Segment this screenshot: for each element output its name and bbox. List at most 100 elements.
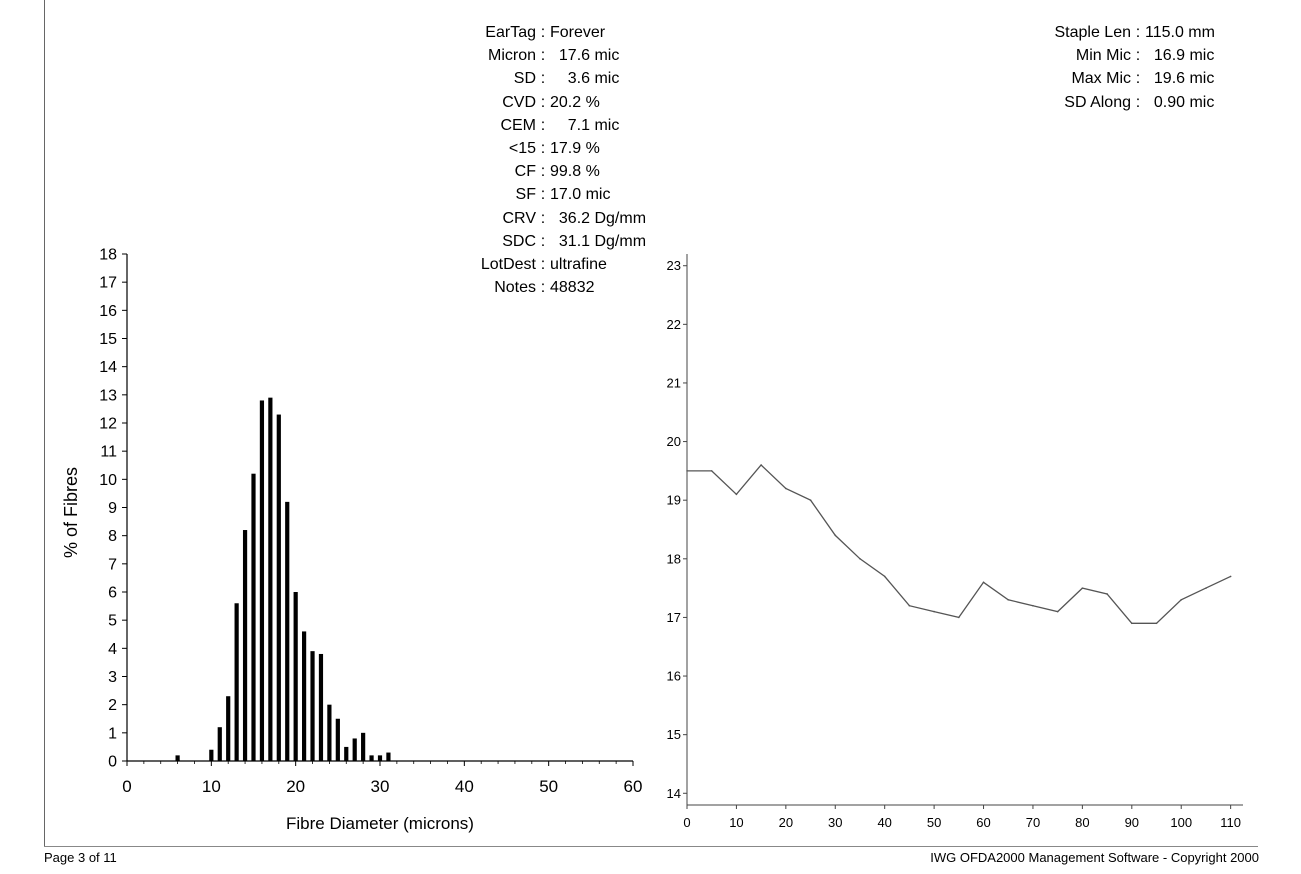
x-tick-label: 20: [779, 815, 793, 830]
y-tick-label: 18: [667, 551, 681, 566]
profile-point: [1007, 599, 1010, 601]
histogram-bar: [276, 414, 281, 761]
y-tick-label: 7: [108, 556, 117, 573]
x-tick-label: 10: [729, 815, 743, 830]
histogram-bar: [175, 755, 180, 761]
histogram-bar: [369, 755, 374, 761]
y-tick-label: 6: [108, 585, 117, 602]
y-tick-label: 16: [99, 303, 117, 320]
histogram-bar: [285, 501, 290, 761]
stat-label: CRV: [502, 209, 537, 227]
histogram-bar: [209, 749, 214, 761]
histogram-bar: [361, 732, 366, 761]
stat-separator: :: [540, 140, 546, 158]
y-tick-label: 22: [667, 317, 681, 332]
y-tick-label: 10: [99, 472, 117, 489]
staple-stat-value: 16.9 mic: [1145, 47, 1215, 65]
stat-value: 48832: [550, 279, 595, 297]
x-tick-label: 110: [1220, 815, 1241, 830]
y-tick-label: 19: [667, 493, 681, 508]
x-tick-label: 60: [624, 777, 643, 796]
staple-stat-separator: :: [1135, 24, 1141, 41]
stat-separator: :: [540, 232, 546, 250]
stat-value: 31.1 Dg/mm: [550, 232, 647, 250]
profile-point: [1106, 593, 1108, 595]
y-tick-label: 2: [108, 697, 117, 714]
y-tick-label: 23: [667, 258, 681, 273]
x-tick-label: 30: [828, 815, 842, 830]
stat-value: Forever: [550, 24, 606, 41]
x-tick-label: 80: [1075, 815, 1089, 830]
stat-label: Micron: [487, 47, 536, 65]
y-tick-label: 21: [667, 375, 681, 390]
staple-stat-label: Min Mic: [1075, 47, 1131, 65]
stat-value: 17.9 %: [550, 140, 600, 158]
x-tick-label: 100: [1170, 815, 1192, 830]
staple-stat-separator: :: [1135, 47, 1141, 65]
profile-point: [785, 487, 787, 490]
profile-point: [933, 610, 935, 613]
stat-value: 17.6 mic: [550, 47, 620, 65]
stat-value: ultrafine: [550, 256, 607, 274]
stat-separator: :: [540, 256, 546, 274]
histogram-bar: [217, 727, 222, 761]
x-tick-label: 60: [976, 815, 990, 830]
y-tick-label: 9: [108, 500, 117, 517]
y-tick-label: 14: [667, 786, 681, 801]
histogram-bar: [302, 631, 307, 761]
y-tick-label: 15: [667, 727, 681, 742]
x-tick-label: 90: [1125, 815, 1139, 830]
stat-label: LotDest: [480, 256, 536, 274]
y-tick-label: 12: [99, 416, 117, 433]
stat-row: Notes:48832: [392, 276, 646, 299]
copyright-notice: IWG OFDA2000 Management Software - Copyr…: [930, 850, 1259, 865]
y-tick-label: 17: [99, 275, 117, 292]
x-axis-title: Fibre Diameter (microns): [286, 814, 474, 833]
stat-label: <15: [508, 140, 536, 158]
stat-separator: :: [540, 47, 546, 65]
staple-stat-separator: :: [1135, 70, 1141, 88]
profile-point: [1032, 604, 1034, 607]
stat-label: SDC: [502, 232, 536, 250]
stat-value: 7.1 mic: [550, 116, 620, 134]
staple-stat-value: 19.6 mic: [1145, 70, 1215, 88]
stat-row: SF:17.0 mic: [392, 183, 646, 206]
x-tick-label: 0: [122, 777, 131, 796]
profile-point: [982, 581, 985, 584]
stat-separator: :: [540, 279, 546, 297]
histogram-bar: [251, 473, 256, 761]
x-tick-label: 50: [927, 815, 941, 830]
stat-value: 99.8 %: [550, 163, 600, 181]
x-tick-label: 0: [683, 815, 690, 830]
profile-point: [1155, 622, 1158, 625]
y-tick-label: 8: [108, 528, 117, 545]
y-tick-label: 3: [108, 669, 117, 686]
stat-label: CVD: [502, 93, 536, 111]
y-tick-label: 18: [99, 247, 117, 264]
staple-stat-label: Staple Len: [1054, 24, 1131, 41]
y-axis-title: % of Fibres: [61, 467, 81, 558]
staple-stats-panel: Staple Len:115.0 mm Min Mic: 16.9 mic Max …: [994, 21, 1215, 114]
staple-stat-label: Max Mic: [1071, 70, 1131, 88]
profile-point: [859, 558, 861, 560]
histogram-bar: [352, 738, 357, 761]
x-tick-label: 40: [455, 777, 474, 796]
stat-row: SDC: 31.1 Dg/mm: [392, 230, 646, 253]
stat-value: 17.0 mic: [550, 186, 611, 204]
stat-row: LotDest: ultrafine: [392, 253, 646, 276]
stat-separator: :: [540, 116, 546, 134]
staple-stat-value: 0.90 mic: [1145, 93, 1215, 111]
page-frame-left: [44, 0, 45, 846]
staple-stat-row: Staple Len:115.0 mm: [994, 21, 1214, 44]
stat-separator: :: [540, 24, 546, 41]
stat-separator: :: [540, 70, 546, 88]
stat-separator: :: [540, 93, 546, 111]
stat-label: CEM: [500, 116, 536, 134]
page-frame-bottom: [44, 846, 1258, 847]
stat-separator: :: [540, 209, 546, 227]
profile-point: [908, 604, 911, 607]
y-tick-label: 11: [100, 444, 117, 461]
stat-label: CF: [514, 163, 536, 181]
y-tick-label: 5: [108, 613, 117, 630]
